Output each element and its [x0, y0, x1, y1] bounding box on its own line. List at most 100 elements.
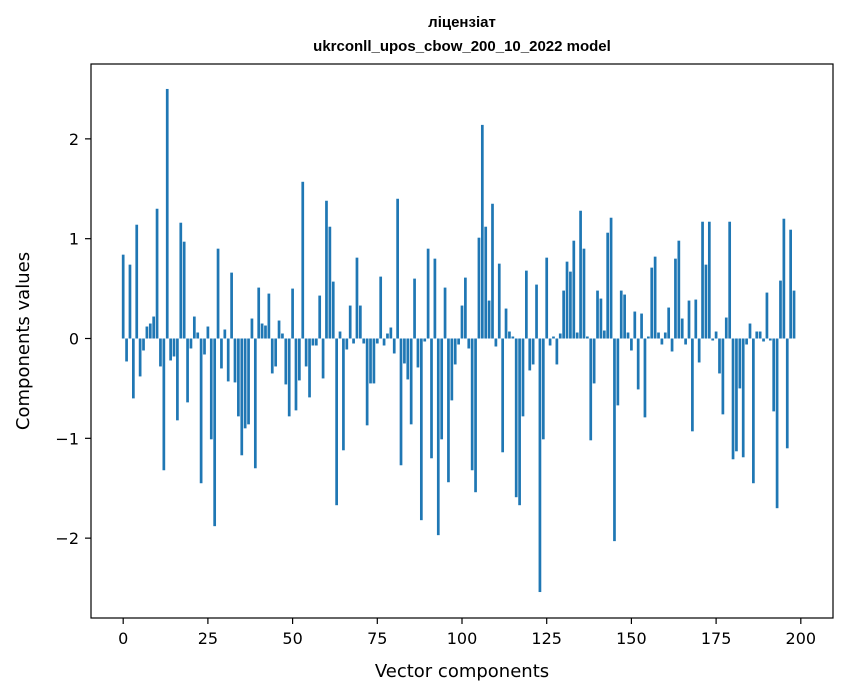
bar-188 [758, 331, 762, 339]
chart-title: ліцензіат [428, 14, 496, 31]
bar-128 [555, 338, 559, 365]
bar-65 [342, 338, 345, 451]
bars-group [121, 88, 796, 593]
bar-2 [128, 264, 132, 339]
chart-subtitle: ukrconll_upos_cbow_200_10_2022 model [313, 38, 611, 55]
bar-184 [745, 338, 748, 345]
bar-85 [409, 338, 413, 425]
bar-79 [389, 327, 393, 339]
bar-28 [216, 248, 220, 339]
bar-104 [474, 338, 477, 493]
bar-13 [165, 88, 169, 339]
bar-53 [301, 181, 305, 339]
bar-177 [721, 338, 725, 415]
bar-25 [206, 326, 210, 339]
bar-109 [491, 203, 494, 339]
bar-49 [287, 338, 291, 417]
x-tick-label: 100 [447, 629, 478, 648]
bar-20 [189, 338, 193, 349]
y-tick-label: −1 [55, 429, 79, 448]
bar-7 [145, 326, 149, 339]
bar-47 [281, 333, 284, 339]
bar-196 [785, 338, 789, 449]
bar-63 [335, 338, 338, 506]
bar-40 [257, 287, 261, 339]
bar-183 [741, 338, 745, 458]
bar-125 [545, 257, 549, 339]
bar-27 [213, 338, 217, 527]
bar-131 [565, 261, 569, 339]
y-tick-label: 0 [69, 330, 79, 349]
bar-42 [264, 325, 267, 339]
bar-71 [362, 338, 366, 344]
bar-0 [121, 254, 125, 339]
bar-33 [233, 338, 237, 383]
bar-19 [186, 338, 189, 403]
bar-24 [203, 338, 206, 355]
bar-55 [308, 338, 311, 398]
bar-156 [650, 267, 654, 339]
bar-114 [508, 331, 511, 339]
y-tick-label: 1 [69, 230, 79, 249]
bar-58 [318, 295, 322, 339]
bar-130 [562, 290, 565, 339]
bar-62 [331, 281, 335, 339]
bar-124 [541, 338, 545, 440]
plot-frame [90, 63, 834, 619]
bar-157 [653, 256, 657, 339]
bar-59 [321, 338, 325, 379]
bar-101 [464, 277, 467, 339]
bar-43 [267, 293, 271, 339]
bar-41 [260, 323, 264, 339]
bar-138 [589, 338, 593, 441]
bar-48 [284, 338, 288, 385]
bar-126 [548, 338, 552, 346]
bar-99 [457, 338, 460, 345]
bar-110 [494, 338, 498, 347]
bar-17 [179, 222, 183, 339]
x-tick-label: 50 [282, 629, 302, 648]
bar-86 [413, 278, 416, 339]
bar-171 [701, 221, 704, 339]
bar-160 [663, 332, 667, 339]
bar-166 [684, 338, 687, 345]
bar-111 [497, 263, 501, 339]
x-tick-label: 200 [786, 629, 817, 648]
bar-1 [125, 338, 128, 362]
x-axis-label: Vector components [375, 661, 549, 682]
bar-136 [582, 248, 586, 339]
bar-163 [674, 258, 677, 339]
bar-155 [646, 336, 650, 339]
bar-12 [162, 338, 166, 471]
bar-146 [616, 338, 620, 406]
y-axis-ticks: −2 −1 0 1 2 [55, 130, 91, 548]
bar-165 [680, 318, 684, 339]
bar-67 [348, 305, 352, 339]
bar-8 [148, 323, 152, 339]
bar-94 [440, 338, 444, 440]
bar-106 [480, 124, 484, 339]
bar-141 [599, 298, 603, 339]
bar-26 [209, 338, 213, 440]
bar-198 [792, 290, 796, 339]
bar-167 [687, 300, 691, 339]
bar-5 [138, 338, 142, 377]
bar-151 [633, 311, 637, 339]
bar-66 [345, 338, 349, 350]
bar-103 [470, 338, 474, 471]
bar-14 [169, 338, 172, 361]
bar-162 [670, 338, 674, 352]
bar-194 [779, 280, 782, 339]
bar-70 [359, 305, 362, 339]
bar-34 [237, 338, 240, 417]
bar-92 [433, 258, 437, 339]
bar-149 [626, 332, 630, 339]
bar-174 [711, 338, 715, 341]
y-axis-label: Components values [13, 252, 34, 430]
bar-75 [375, 338, 379, 344]
bar-82 [399, 338, 403, 466]
bar-153 [640, 313, 643, 339]
bar-60 [325, 200, 328, 339]
y-tick-label: −2 [55, 529, 79, 548]
